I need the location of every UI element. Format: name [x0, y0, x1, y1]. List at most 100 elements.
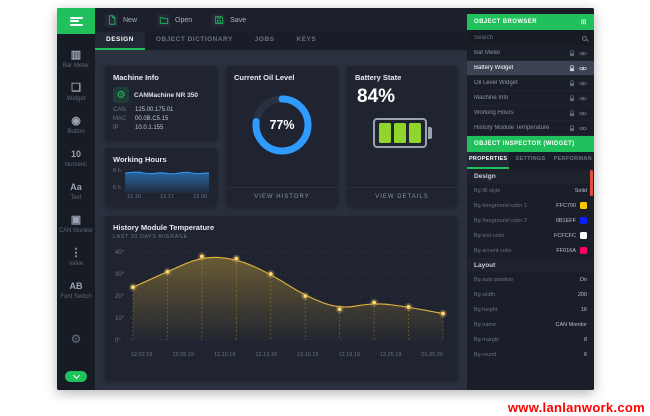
color-swatch[interactable]: [580, 217, 587, 224]
sidebar-item-font-switch[interactable]: AB Font Switch: [57, 273, 95, 306]
object-browser-title: OBJECT BROWSER: [474, 19, 537, 25]
property-label: Bg name: [474, 321, 497, 328]
machine-info-widget[interactable]: Machine Info ⚙ CANMachine NR 350 CAN 125.…: [105, 66, 217, 140]
property-label: Bg accent color: [474, 247, 512, 254]
object-row-oil-level-widget[interactable]: Oil Level Widget: [467, 76, 594, 91]
bar-meter-icon: ▥: [70, 48, 82, 61]
new-button[interactable]: New: [105, 13, 138, 27]
property-value[interactable]: FFC700: [556, 202, 576, 209]
working-hours-widget[interactable]: Working Hours 8 h 6 h: [105, 148, 217, 206]
property-label: Bg foreground color 1: [474, 202, 527, 209]
sidebar-items: ▥ Bar Meter ❏ Widget ◉ Button 10 Numeric…: [57, 42, 95, 306]
property-value[interactable]: 0B1EFF: [555, 217, 576, 224]
tab-settings[interactable]: SETTINGS: [515, 156, 546, 162]
property-value[interactable]: FF016A: [556, 247, 576, 254]
settings-gear-icon[interactable]: ⚙: [70, 332, 82, 346]
view-history-button[interactable]: VIEW HISTORY: [226, 187, 338, 206]
property-row: Bg accent color FF016A: [467, 243, 594, 258]
property-value[interactable]: 200: [577, 291, 587, 298]
lock-icon[interactable]: [569, 64, 575, 72]
eye-icon[interactable]: [579, 126, 587, 131]
eye-icon[interactable]: [579, 96, 587, 101]
sidebar-item-label: Bar Meter: [62, 62, 90, 69]
tab-properties[interactable]: PROPERTIES: [467, 152, 510, 169]
lock-icon[interactable]: [569, 94, 575, 102]
eye-icon[interactable]: [579, 51, 587, 56]
tab-performance[interactable]: PERFORMAN: [553, 156, 592, 162]
tab-object-dictionary[interactable]: OBJECT DICTIONARY: [155, 36, 233, 43]
object-row-machine-info[interactable]: Machine Info: [467, 91, 594, 106]
scrollbar-thumb[interactable]: [590, 170, 593, 196]
tab-jobs[interactable]: JOBS: [254, 36, 275, 43]
machine-detail-label: CAN: [113, 107, 126, 113]
property-row: Bg auto position On: [467, 272, 594, 287]
lock-icon[interactable]: [569, 109, 575, 117]
property-value[interactable]: Solid: [574, 187, 587, 194]
color-swatch[interactable]: [580, 202, 587, 209]
sidebar-item-text[interactable]: Aa Text: [57, 174, 95, 207]
sidebar-item-widget[interactable]: ❏ Widget: [57, 75, 95, 108]
grid-view-icon[interactable]: ⊞: [580, 19, 587, 26]
property-value[interactable]: 6: [583, 351, 587, 358]
color-swatch[interactable]: [580, 247, 587, 254]
property-value[interactable]: On: [579, 276, 587, 283]
new-button-label: New: [123, 16, 138, 24]
lock-icon[interactable]: [569, 124, 575, 132]
sidebar-item-can-monitor[interactable]: ▣ CAN Monitor: [57, 207, 95, 240]
eye-icon[interactable]: [579, 66, 587, 71]
machine-info-title: Machine Info: [113, 73, 159, 82]
search-icon[interactable]: [582, 35, 587, 41]
property-value[interactable]: FCFCFC: [554, 232, 576, 239]
save-button[interactable]: Save: [212, 13, 246, 27]
sidebar-collapse-button[interactable]: [65, 371, 87, 382]
eye-icon[interactable]: [579, 81, 587, 86]
machine-detail-value: 125.00.175.01: [135, 107, 174, 113]
machine-details: CAN 125.00.175.01 MAC 00.0B.C5.15 IP 10.0.1…: [105, 106, 217, 133]
property-value[interactable]: CAN Monitor: [555, 321, 587, 328]
tab-design[interactable]: DESIGN: [95, 32, 145, 50]
can-monitor-icon: ▣: [70, 213, 82, 226]
tab-keys[interactable]: KEYS: [296, 36, 317, 43]
object-row-bar-meter[interactable]: Bar Meter: [467, 46, 594, 61]
svg-text:40°: 40°: [115, 250, 125, 256]
property-value[interactable]: 8: [583, 336, 587, 343]
sidebar-item-button[interactable]: ◉ Button: [57, 108, 95, 141]
x-axis-label: 12.17: [160, 194, 174, 200]
lock-icon[interactable]: [569, 49, 575, 57]
search-input[interactable]: [474, 35, 564, 41]
object-inspector-header: OBJECT INSPECTOR (WIDGET): [467, 136, 594, 152]
lock-icon[interactable]: [569, 79, 575, 87]
sidebar-item-valve[interactable]: ⋮ Valve: [57, 240, 95, 273]
layout-section-header[interactable]: Layout: [467, 258, 594, 272]
temperature-history-widget[interactable]: History Module Temperature LAST 30 DAYS …: [105, 216, 457, 380]
object-row-history-module-temperature[interactable]: History Module Temperature: [467, 121, 594, 136]
property-row: Bg fill style Solid: [467, 183, 594, 198]
oil-percent-value: 77%: [269, 118, 295, 132]
sidebar-item-label: Widget: [66, 95, 86, 102]
property-row: Bg round 6: [467, 347, 594, 362]
right-panel: OBJECT BROWSER ⊞ Bar Meter Battery Widge…: [467, 8, 594, 390]
x-axis-label: 12.05.19: [172, 352, 194, 358]
sidebar-item-bar-meter[interactable]: ▥ Bar Meter: [57, 42, 95, 75]
battery-cap: [427, 127, 432, 139]
property-value[interactable]: 16: [580, 306, 587, 313]
object-row-battery-widget[interactable]: Battery Widget: [467, 61, 594, 76]
battery-cell: [393, 123, 406, 143]
battery-state-widget[interactable]: Battery State 84% VIEW DETAILS: [347, 66, 457, 206]
object-inspector-title: OBJECT INSPECTOR (WIDGET): [474, 141, 575, 147]
property-label: Bg text color: [474, 232, 505, 239]
sidebar-item-numeric[interactable]: 10 Numeric: [57, 141, 95, 174]
open-button[interactable]: Open: [157, 13, 192, 27]
eye-icon[interactable]: [579, 111, 587, 116]
numeric-icon: 10: [70, 148, 81, 159]
app-logo-menu-button[interactable]: [57, 8, 95, 34]
color-swatch[interactable]: [580, 232, 587, 239]
button-icon: ◉: [71, 114, 81, 127]
object-row-working-hours[interactable]: Working Hours: [467, 106, 594, 121]
design-section-header[interactable]: Design: [467, 169, 594, 183]
oil-level-widget[interactable]: Current Oil Level 77% VIEW HISTORY: [226, 66, 338, 206]
valve-icon: ⋮: [70, 246, 82, 259]
view-details-button[interactable]: VIEW DETAILS: [347, 187, 457, 206]
machine-name: CANMachine NR 350: [134, 91, 198, 99]
